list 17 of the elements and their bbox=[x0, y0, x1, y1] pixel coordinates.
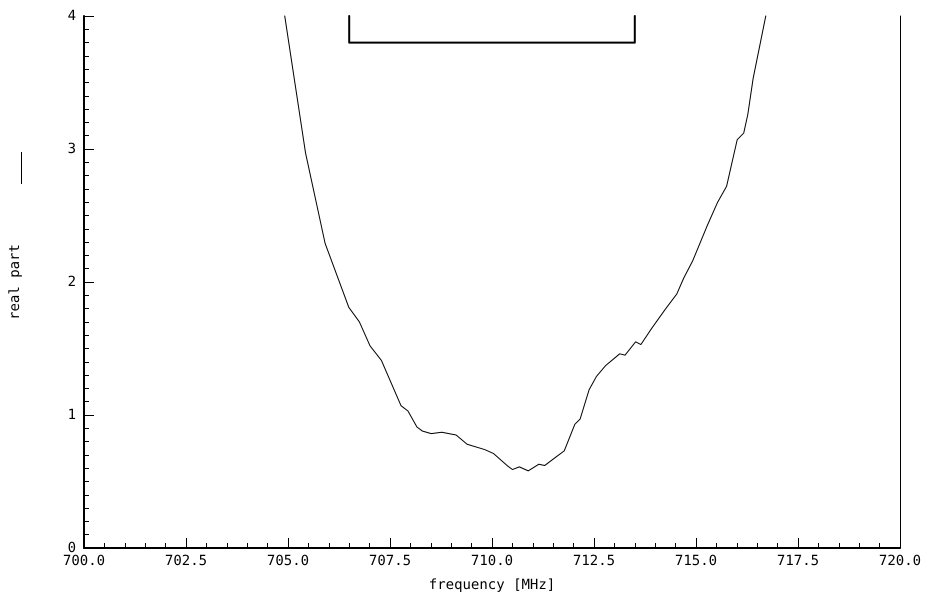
x-tick-label: 700.0 bbox=[62, 553, 106, 569]
y-tick-label: 3 bbox=[68, 141, 76, 157]
x-axis-title: frequency [MHz] bbox=[428, 577, 556, 593]
x-tick-label: 720.0 bbox=[878, 553, 922, 569]
y-tick-label: 0 bbox=[68, 540, 76, 556]
y-axis-title: real part bbox=[7, 244, 23, 320]
y-tick-label: 2 bbox=[68, 274, 76, 290]
line-series bbox=[284, 16, 766, 472]
x-tick-label: 705.0 bbox=[266, 553, 310, 569]
x-tick-label: 707.5 bbox=[368, 553, 412, 569]
x-tick-label: 710.0 bbox=[470, 553, 514, 569]
x-tick-label: 717.5 bbox=[776, 553, 820, 569]
x-tick-label: 712.5 bbox=[572, 553, 616, 569]
x-tick-label: 715.0 bbox=[674, 553, 718, 569]
y-tick-label: 4 bbox=[68, 8, 76, 24]
x-tick-label: 702.5 bbox=[164, 553, 208, 569]
y-tick-label: 1 bbox=[68, 407, 76, 423]
